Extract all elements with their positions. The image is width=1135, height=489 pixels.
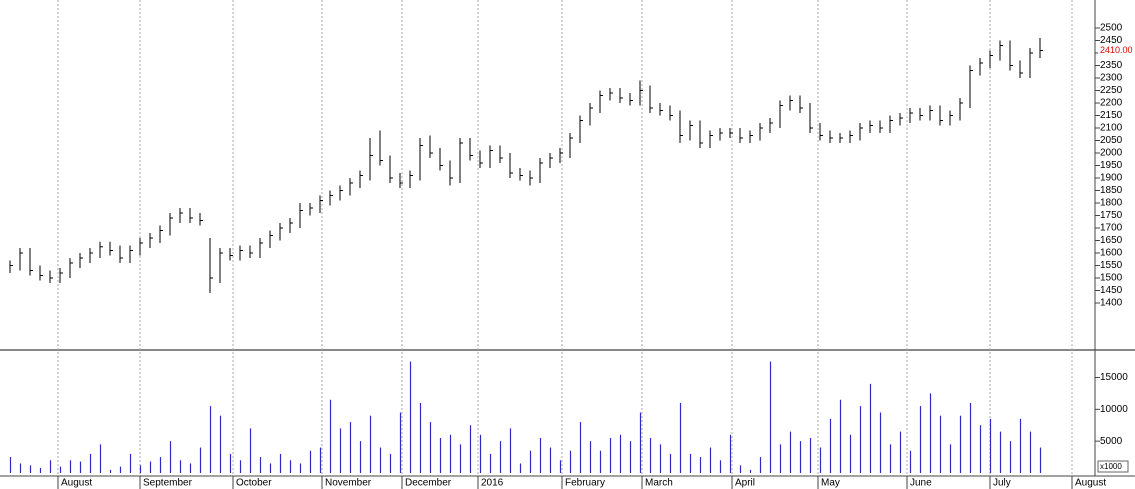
y-tick-label: 1550 [1100, 260, 1123, 271]
x-tick-label: March [645, 478, 673, 489]
y-tick-label: 2500 [1100, 23, 1123, 34]
y-tick-label: 1950 [1100, 160, 1123, 171]
y-tick-label: 2000 [1100, 148, 1123, 159]
y-tick-label: 1700 [1100, 223, 1123, 234]
y-tick-label: 2200 [1100, 98, 1123, 109]
y-tick-label: 2350 [1100, 60, 1123, 71]
y-tick-label: 1450 [1100, 285, 1123, 296]
x-tick-label: April [735, 478, 755, 489]
y-tick-label: 1400 [1100, 298, 1123, 309]
y-tick-label: 2250 [1100, 85, 1123, 96]
x-tick-label: July [993, 478, 1011, 489]
y-tick-label: 1750 [1100, 210, 1123, 221]
y-tick-label: 15000 [1100, 372, 1128, 383]
unit-box [1097, 460, 1129, 473]
y-tick-label: 2050 [1100, 135, 1123, 146]
y-tick-label: 2450 [1100, 35, 1123, 46]
y-tick-label: 2100 [1100, 123, 1123, 134]
x-tick-label: February [565, 478, 605, 489]
y-tick-label: 2150 [1100, 110, 1123, 121]
x-tick-label: 2016 [481, 478, 504, 489]
x-tick-label: May [821, 478, 840, 489]
y-tick-label: 10000 [1100, 404, 1128, 415]
y-tick-label: 1850 [1100, 185, 1123, 196]
x-tick-label: November [325, 478, 372, 489]
last-label-bg [1098, 44, 1135, 57]
last-price-label: 2410.00 [1100, 45, 1133, 55]
y-tick-label: 1500 [1100, 273, 1123, 284]
x-tick-label: October [236, 478, 272, 489]
y-tick-label: 1900 [1100, 173, 1123, 184]
y-tick-label: 1800 [1100, 198, 1123, 209]
x-tick-label: December [405, 478, 452, 489]
y-tick-label: 2300 [1100, 73, 1123, 84]
x-tick-label: August [61, 478, 92, 489]
x-tick-label: June [910, 478, 932, 489]
y-tick-label: 1600 [1100, 248, 1123, 259]
x-tick-label: September [143, 478, 193, 489]
x-tick-label: August [1075, 478, 1106, 489]
y-tick-label: 1650 [1100, 235, 1123, 246]
y-tick-label: 5000 [1100, 436, 1123, 447]
unit-label: x1000 [1100, 462, 1122, 471]
